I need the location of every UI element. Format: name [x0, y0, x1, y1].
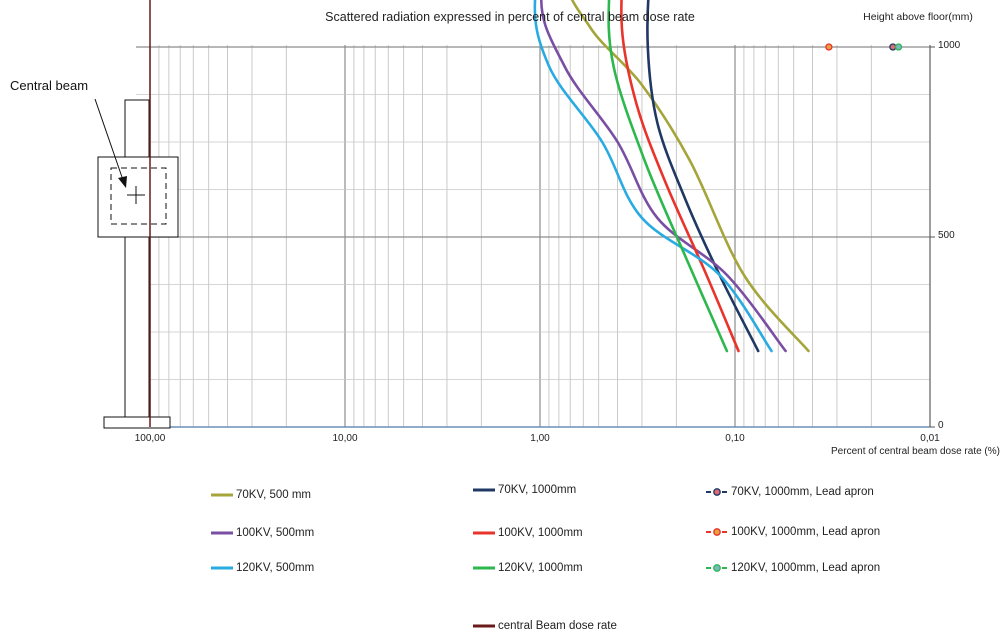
device-beam-field [110, 167, 167, 225]
annotation-arrow [94, 98, 124, 181]
legend-item-100kv-1000mm: 100KV, 1000mm [472, 527, 583, 539]
series-70kv-1000mm-line [646, 0, 760, 353]
device-base [103, 416, 171, 429]
legend-swatch [706, 488, 728, 496]
x-tick-label: 100,00 [134, 433, 166, 444]
y-tick-label: 500 [938, 230, 955, 241]
legend-swatch [211, 566, 233, 570]
legend: 70KV, 500 mm 70KV, 1000mm 70KV, 1000mm, Le… [0, 470, 1000, 632]
device-column [124, 99, 150, 419]
legend-item-70kv-500-mm: 70KV, 500 mm [210, 489, 311, 501]
grid-lines [136, 45, 931, 427]
legend-item-120kv-1000mm: 120KV, 1000mm [472, 562, 583, 574]
legend-swatch [473, 488, 495, 492]
series-100kv-1000mm-lead-apron-point [825, 43, 833, 51]
legend-label: 70KV, 500 mm [236, 489, 312, 501]
legend-swatch [211, 531, 233, 535]
legend-label: 100KV, 1000mm [498, 527, 583, 539]
legend-item-120kv-500mm: 120KV, 500mm [210, 562, 314, 574]
central-beam-annotation: Central beam [10, 78, 89, 93]
series-100kv-500mm-line [539, 0, 787, 353]
legend-item-central-beam-dose-rate: central Beam dose rate [472, 620, 617, 632]
legend-swatch [473, 531, 495, 535]
legend-label: 120KV, 1000mm [498, 562, 583, 574]
x-tick-label: 10,00 [332, 433, 358, 444]
y-tick-label: 1000 [938, 40, 961, 51]
series-layer [149, 0, 903, 427]
legend-item-100kv-1000mm-lead-apron: 100KV, 1000mm, Lead apron [705, 526, 880, 538]
legend-swatch [473, 624, 495, 628]
legend-label: 100KV, 1000mm, Lead apron [731, 526, 881, 538]
x-axis-label: Percent of central beam dose rate (%) [831, 446, 1000, 457]
series-100kv-1000mm-line [620, 0, 740, 353]
series-70kv-500-mm-line [570, 0, 810, 353]
annotation-arrowhead [118, 176, 127, 188]
series-120kv-1000mm-lead-apron-point [894, 43, 903, 51]
x-tick-label: 0,10 [725, 433, 745, 444]
x-tick-label: 1,00 [530, 433, 550, 444]
chart-title: Scattered radiation expressed in percent… [325, 10, 695, 24]
series-120kv-1000mm-line [607, 0, 729, 353]
legend-swatch [473, 566, 495, 570]
legend-swatch [211, 493, 233, 497]
legend-label: 120KV, 500mm [236, 562, 315, 574]
axes [136, 45, 935, 428]
legend-swatch [706, 528, 728, 536]
legend-item-70kv-1000mm-lead-apron: 70KV, 1000mm, Lead apron [705, 486, 874, 498]
legend-swatch [706, 564, 728, 572]
y-axis-label: Height above floor(mm) [863, 11, 973, 23]
y-tick-label: 0 [938, 420, 944, 431]
legend-label: 70KV, 1000mm [498, 484, 577, 496]
legend-label: central Beam dose rate [498, 620, 617, 632]
series-120kv-500mm-line [533, 0, 773, 353]
legend-item-100kv-500mm: 100KV, 500mm [210, 527, 314, 539]
legend-label: 70KV, 1000mm, Lead apron [731, 486, 874, 498]
x-tick-label: 0,01 [920, 433, 940, 444]
legend-label: 120KV, 1000mm, Lead apron [731, 562, 881, 574]
legend-item-70kv-1000mm: 70KV, 1000mm [472, 484, 576, 496]
legend-item-120kv-1000mm-lead-apron: 120KV, 1000mm, Lead apron [705, 562, 880, 574]
central-beam-diagram [94, 98, 179, 429]
legend-label: 100KV, 500mm [236, 527, 315, 539]
